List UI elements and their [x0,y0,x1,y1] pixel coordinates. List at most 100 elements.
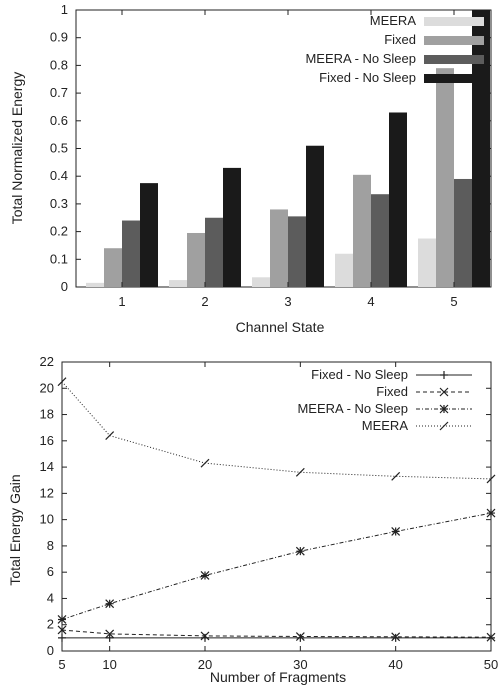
line-chart-xtick-label: 30 [293,657,307,672]
line-chart: Total Energy Gain Number of Fragments 0 2… [7,354,498,685]
point-meera-no-sleep [486,508,496,518]
point-fixed [57,625,67,635]
line-chart-legend-marker [439,404,449,414]
bar-meera-no-sleep [454,178,472,287]
point-fixed [391,632,401,642]
line-chart-ytick-label: 20 [40,380,54,395]
bar-chart-legend-swatch [424,74,484,83]
bar-chart-ytick-label: 0 [61,279,68,294]
bar-fixed-no-sleep [389,112,407,288]
point-fixed-no-sleep [105,633,114,642]
line-chart-ytick-label: 10 [40,512,54,527]
line-series-meera-no-sleep [61,512,492,620]
bar-chart-ytick-label: 0.8 [50,57,68,72]
line-chart-ytick-label: 12 [40,485,54,500]
bar-chart-legend-label: MEERA [370,13,417,28]
bar-chart-ylabel: Total Normalized Energy [9,72,25,225]
bar-chart-legend-label: MEERA - No Sleep [305,51,416,66]
bar-chart-ytick-label: 0.6 [50,113,68,128]
bar-chart-ytick-label: 0.9 [50,30,68,45]
line-chart-ylabel: Total Energy Gain [7,474,23,585]
line-chart-legend-label: MEERA - No Sleep [297,401,408,416]
point-meera [57,377,67,387]
line-chart-ytick-label: 0 [47,643,54,658]
line-chart-ytick-label: 6 [47,564,54,579]
line-chart-legend-marker [439,387,449,397]
point-meera [295,467,305,477]
bar-meera [86,282,104,287]
line-chart-xtick-label: 5 [58,657,65,672]
bar-fixed [436,68,454,287]
line-chart-ytick-label: 16 [40,433,54,448]
bar-chart-legend-swatch [424,55,484,64]
point-fixed-no-sleep [391,633,400,642]
bar-meera [335,253,353,287]
point-meera [200,458,210,468]
bar-meera [169,280,187,287]
bar-fixed-no-sleep [472,10,490,287]
line-series-meera [61,381,492,480]
bar-meera-no-sleep [205,217,223,287]
bar-chart-xtick-label: 5 [450,294,457,309]
line-series-fixed [61,629,492,638]
point-fixed-no-sleep [58,633,66,642]
point-meera [105,431,115,440]
bar-chart-ytick-label: 0.1 [50,251,68,266]
line-chart-xtick-label: 50 [484,657,498,672]
point-fixed [200,631,210,641]
bar-chart-ytick-label: 1 [61,2,68,17]
bar-chart-xtick-label: 4 [367,294,374,309]
bar-chart-ytick-label: 0.7 [50,85,68,100]
line-chart-ytick-label: 14 [40,459,54,474]
line-chart-ytick-label: 18 [40,407,54,422]
bar-chart-xtick-label: 1 [118,294,125,309]
bar-fixed [187,232,205,287]
line-chart-plot-frame [61,361,492,652]
bar-chart-legend-swatch [424,17,484,26]
bar-fixed-no-sleep [223,167,241,287]
line-chart-legend-label: Fixed - No Sleep [311,367,408,382]
bar-fixed-no-sleep [306,145,324,287]
point-meera-no-sleep [57,615,67,624]
line-chart-xtick-label: 10 [102,657,116,672]
bar-chart-legend-label: Fixed [384,32,416,47]
bar-meera [418,238,436,287]
bar-meera-no-sleep [288,216,306,287]
line-chart-legend-label: MEERA [362,418,409,433]
point-meera-no-sleep [295,546,305,556]
point-meera-no-sleep [105,599,115,609]
bar-meera [252,277,270,287]
line-chart-xlabel: Number of Fragments [210,669,346,685]
point-fixed [105,629,115,639]
line-chart-ytick-label: 22 [40,354,54,369]
bar-fixed [353,174,371,287]
line-chart-xtick-label: 20 [198,657,212,672]
bar-chart-ytick-label: 0.5 [50,141,68,156]
line-chart-xtick-label: 40 [388,657,402,672]
bar-fixed-no-sleep [140,183,158,287]
bar-chart-ytick-label: 0.2 [50,224,68,239]
line-chart-ytick-label: 8 [47,538,54,553]
line-chart-legend-label: Fixed [376,384,408,399]
bar-chart: Total Normalized Energy Channel State 0 0… [9,2,492,335]
line-chart-legend-marker [439,421,449,431]
bar-chart-xlabel: Channel State [236,319,325,335]
bar-chart-ytick-label: 0.3 [50,196,68,211]
point-meera [486,474,496,484]
bar-chart-xtick-label: 3 [284,294,291,309]
bar-chart-legend-swatch [424,36,484,45]
line-chart-ytick-label: 4 [47,590,54,605]
bar-chart-legend-label: Fixed - No Sleep [319,70,416,85]
bar-fixed [270,209,288,287]
point-meera-no-sleep [391,527,401,536]
bar-chart-ytick-label: 0.4 [50,168,68,183]
point-meera-no-sleep [200,571,210,580]
bar-meera-no-sleep [371,194,389,287]
point-fixed [486,632,496,642]
bar-fixed [104,248,122,287]
line-chart-ytick-label: 2 [47,617,54,632]
bar-chart-xtick-label: 2 [201,294,208,309]
bar-meera-no-sleep [122,220,140,287]
point-meera [391,471,401,481]
